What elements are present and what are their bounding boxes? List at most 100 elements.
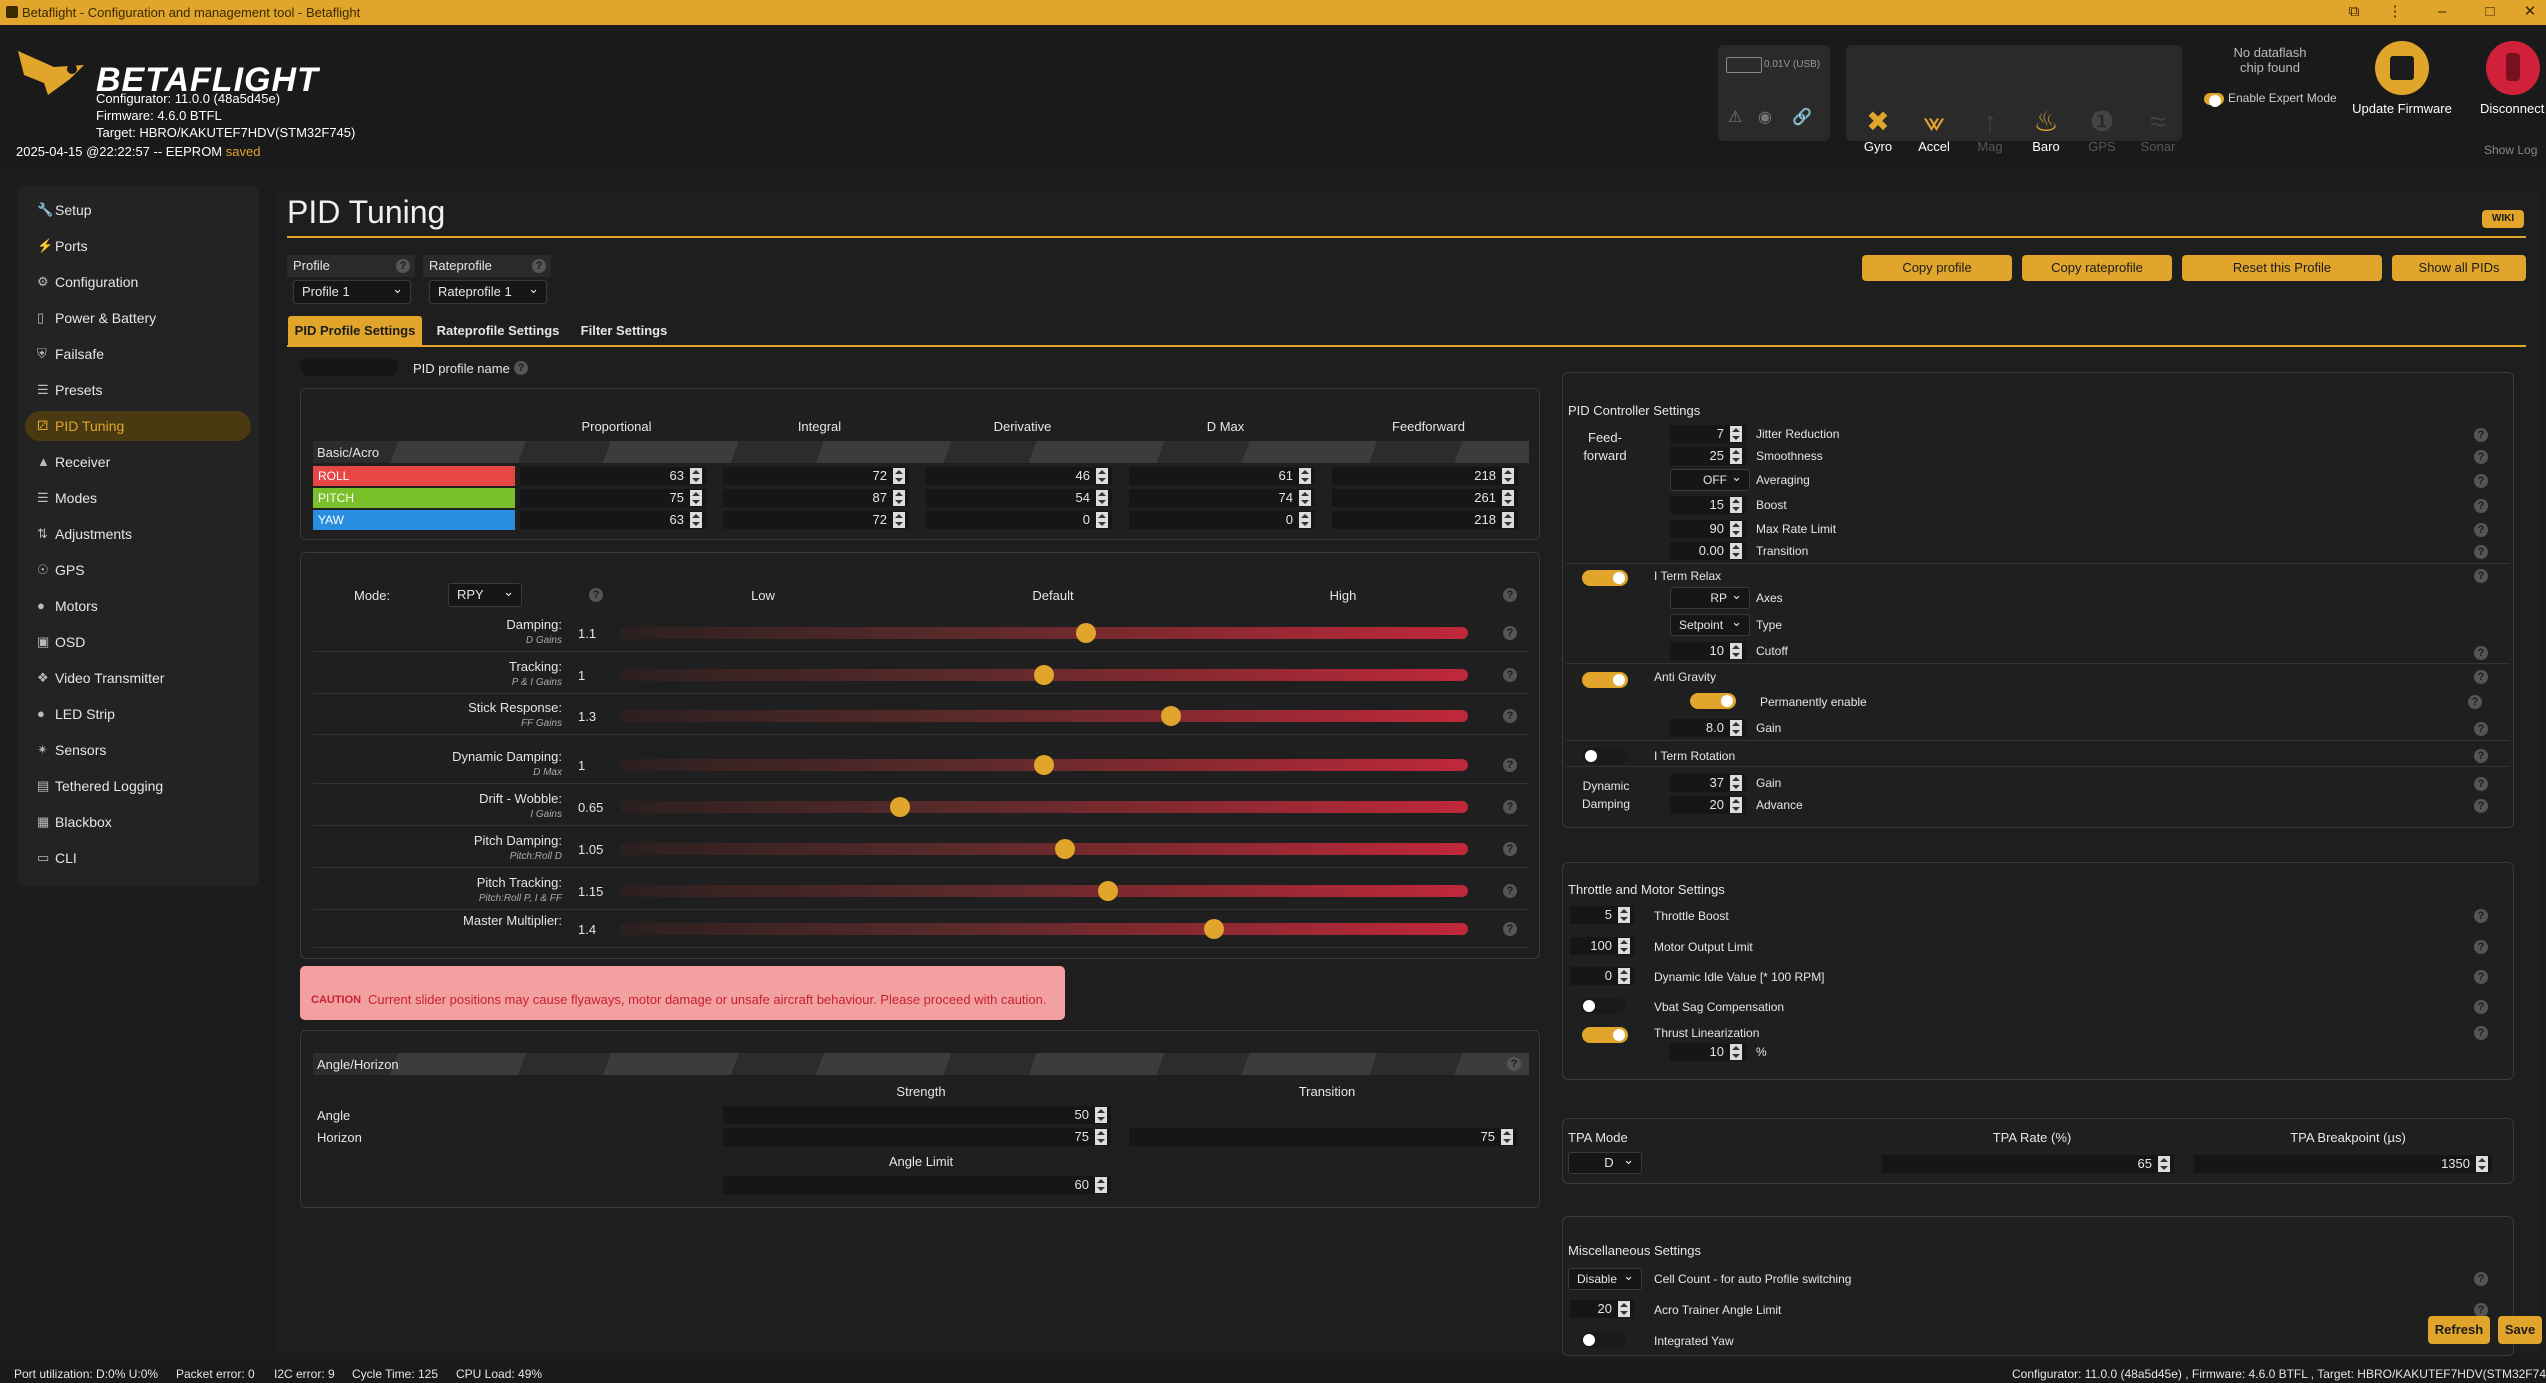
slider-track[interactable] [620,755,1468,775]
maximize-icon[interactable]: □ [2485,3,2495,20]
iterm-relax-toggle[interactable] [1582,570,1628,586]
roll-ff-input[interactable]: 218 [1332,467,1518,485]
dd-gain-input[interactable]: 37 [1670,774,1746,792]
anti-gravity-gain-input[interactable]: 8.0 [1670,719,1746,737]
horizon-strength-input[interactable]: 75 [723,1128,1111,1146]
slider-thumb[interactable] [1097,881,1118,901]
slider-thumb[interactable] [1203,919,1224,939]
slider-track[interactable] [620,839,1468,859]
tpa-mode-select[interactable]: D [1568,1150,1642,1174]
help-icon[interactable]: ? [1507,1057,1521,1071]
roll-i-input[interactable]: 72 [723,467,909,485]
sidebar-item-power-battery[interactable]: ▯ Power & Battery [25,303,251,333]
roll-dmax-input[interactable]: 61 [1129,467,1315,485]
help-icon[interactable]: ? [2474,777,2488,791]
minimize-icon[interactable]: – [2437,3,2447,20]
slider-track[interactable] [620,797,1468,817]
help-icon[interactable]: ? [2474,450,2488,464]
roll-p-input[interactable]: 63 [520,467,706,485]
help-icon[interactable]: ? [589,588,603,602]
iterm-rotation-toggle[interactable] [1582,748,1628,764]
help-icon[interactable]: ? [1503,588,1517,602]
help-icon[interactable]: ? [2474,722,2488,736]
acro-trainer-input[interactable]: 20 [1570,1300,1634,1318]
sidebar-item-configuration[interactable]: ⚙ Configuration [25,267,251,297]
tab-pid-profile-settings[interactable]: PID Profile Settings [288,316,422,346]
pid-profile-name-input[interactable] [300,358,398,376]
tab-filter-settings[interactable]: Filter Settings [580,323,668,338]
sidebar-item-pid-tuning[interactable]: ⚂ PID Tuning [25,411,251,441]
help-icon[interactable]: ? [1503,922,1517,936]
slider-thumb[interactable] [1161,706,1182,726]
sidebar-item-gps[interactable]: ☉ GPS [25,555,251,585]
vbat-sag-toggle[interactable] [1580,998,1626,1014]
max-rate-limit-input[interactable]: 90 [1670,520,1746,538]
pitch-dmax-input[interactable]: 74 [1129,489,1315,507]
disconnect-button[interactable] [2486,41,2540,95]
help-icon[interactable]: ? [2474,1272,2488,1286]
help-icon[interactable]: ? [2474,749,2488,763]
sidebar-item-led-strip[interactable]: ● LED Strip [25,699,251,729]
transition-input[interactable]: 0.00 [1670,542,1746,560]
help-icon[interactable]: ? [2474,940,2488,954]
yaw-d-input[interactable]: 0 [926,511,1112,529]
angle-limit-input[interactable]: 60 [723,1176,1111,1194]
close-icon[interactable]: ✕ [2523,3,2537,20]
refresh-button[interactable]: Refresh [2428,1316,2490,1344]
help-icon[interactable]: ? [2474,646,2488,660]
slider-track[interactable] [620,665,1468,685]
slider-track[interactable] [620,623,1468,643]
wiki-button[interactable]: WIKI [2482,210,2524,228]
angle-strength-input[interactable]: 50 [723,1106,1111,1124]
help-icon[interactable]: ? [1503,668,1517,682]
help-icon[interactable]: ? [2474,474,2488,488]
slider-thumb[interactable] [1055,839,1076,859]
help-icon[interactable]: ? [2474,1303,2488,1317]
permanently-enable-toggle[interactable] [1690,693,1736,709]
help-icon[interactable]: ? [2474,523,2488,537]
update-firmware-button[interactable] [2375,41,2429,95]
sidebar-item-osd[interactable]: ▣ OSD [25,627,251,657]
help-icon[interactable]: ? [1503,884,1517,898]
help-icon[interactable]: ? [2474,1026,2488,1040]
help-icon[interactable]: ? [2474,545,2488,559]
cell-count-select[interactable]: Disable [1568,1266,1642,1290]
help-icon[interactable]: ? [514,361,528,375]
sidebar-item-failsafe[interactable]: ⛨ Failsafe [25,339,251,369]
help-icon[interactable]: ? [2474,799,2488,813]
help-icon[interactable]: ? [2474,499,2488,513]
tpa-breakpoint-input[interactable]: 1350 [2194,1155,2492,1173]
sidebar-item-presets[interactable]: ☰ Presets [25,375,251,405]
throttle-boost-input[interactable]: 5 [1570,906,1634,924]
pitch-d-input[interactable]: 54 [926,489,1112,507]
rateprofile-select[interactable]: Rateprofile 1 [429,278,547,304]
help-icon[interactable]: ? [1503,758,1517,772]
help-icon[interactable]: ? [532,259,546,273]
sidebar-item-ports[interactable]: ⚡ Ports [25,231,251,261]
axes-select[interactable]: RP [1670,585,1750,609]
dynamic-idle-input[interactable]: 0 [1570,967,1634,985]
jitter-reduction-input[interactable]: 7 [1670,425,1746,443]
help-icon[interactable]: ? [2474,428,2488,442]
pitch-i-input[interactable]: 87 [723,489,909,507]
pitch-ff-input[interactable]: 261 [1332,489,1518,507]
help-icon[interactable]: ? [396,259,410,273]
cutoff-input[interactable]: 10 [1670,642,1746,660]
integrated-yaw-toggle[interactable] [1580,1332,1626,1348]
averaging-select[interactable]: OFF [1670,467,1750,491]
type-select[interactable]: Setpoint [1670,612,1750,636]
yaw-i-input[interactable]: 72 [723,511,909,529]
help-icon[interactable]: ? [1503,709,1517,723]
sidebar-item-tethered-logging[interactable]: ▤ Tethered Logging [25,771,251,801]
show-log-link[interactable]: Show Log [2484,143,2538,157]
slider-track[interactable] [620,706,1468,726]
help-icon[interactable]: ? [2468,695,2482,709]
motor-output-limit-input[interactable]: 100 [1570,937,1634,955]
sidebar-item-sensors[interactable]: ✴ Sensors [25,735,251,765]
copy-profile-button[interactable]: Copy profile [1862,255,2012,281]
horizon-transition-input[interactable]: 75 [1129,1128,1517,1146]
sidebar-item-receiver[interactable]: ▲ Receiver [25,447,251,477]
help-icon[interactable]: ? [1503,800,1517,814]
dd-advance-input[interactable]: 20 [1670,796,1746,814]
slider-thumb[interactable] [1034,755,1054,775]
